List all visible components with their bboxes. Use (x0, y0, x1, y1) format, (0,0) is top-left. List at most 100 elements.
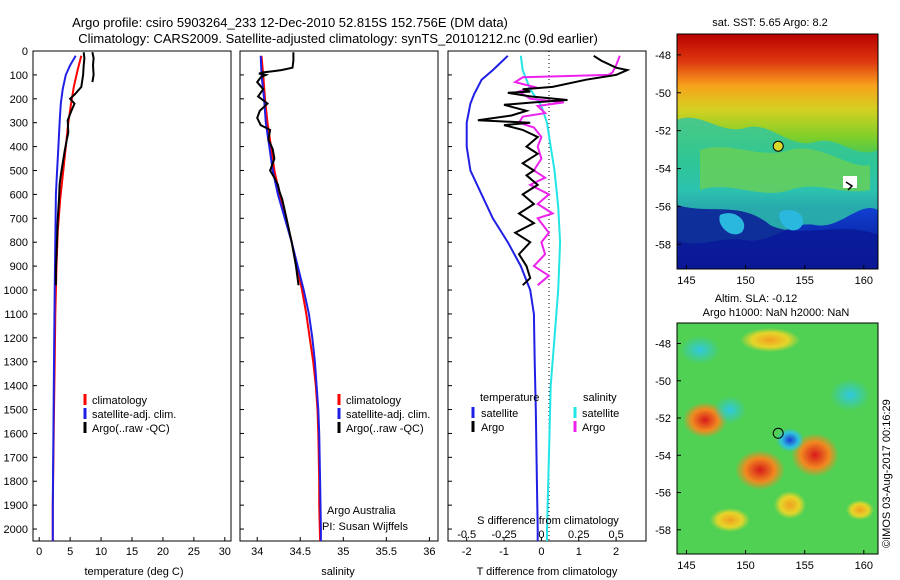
lon-tick-label: 150 (736, 275, 754, 287)
sla-map-subtitle: Argo h1000: NaN h2000: NaN (703, 307, 850, 319)
series-line-t-argo (477, 54, 631, 286)
s-tick-label: -0.25 (491, 529, 516, 541)
sla-map-panel: Altim. SLA: -0.12 Argo h1000: NaN h2000:… (655, 293, 893, 572)
depth-tick-label: 600 (10, 189, 28, 201)
header-title-line1: Argo profile: csiro 5903264_233 12-Dec-2… (72, 15, 508, 30)
series-line-climatology (260, 55, 322, 542)
lon-tick-label: 145 (677, 275, 695, 287)
depth-tick-label: 1700 (4, 452, 28, 464)
series-line-climatology (51, 55, 83, 541)
temperature-series (51, 52, 95, 541)
x-tick-label: 25 (188, 546, 200, 558)
sla-map-axes: 145 150 155 160 -48 -50 -52 -54 -56 -58 (655, 338, 873, 572)
temperature-panel: 0100200300400500600700800900100011001200… (4, 46, 232, 578)
legend-label: satellite-adj. clim. (346, 409, 430, 421)
lon-tick-label: 145 (677, 560, 695, 572)
sst-map-axes: 145 150 155 160 -48 -50 -52 -54 -56 -58 (655, 50, 873, 287)
lat-tick-label: -52 (655, 126, 671, 138)
salinity-plot-frame (239, 50, 439, 542)
temperature-legend: climatology satellite-adj. clim. Argo(..ra… (83, 394, 176, 435)
difference-legend: temperature salinity satellite Argo satellit… (471, 392, 619, 434)
argo-location-marker-sla (772, 427, 784, 439)
x-tick-label: -2 (462, 546, 472, 558)
legend-label: Argo(..raw -QC) (346, 423, 424, 435)
lat-tick-label: -54 (655, 164, 671, 176)
legend-label: climatology (346, 395, 402, 407)
lon-tick-label: 150 (736, 560, 754, 572)
depth-tick-label: 1300 (4, 357, 28, 369)
series-line-argo-raw-qc- (255, 52, 300, 286)
depth-tick-label: 1500 (4, 405, 28, 417)
temperature-plot-frame (32, 50, 232, 542)
x-tick-label: 36 (423, 546, 435, 558)
argo-australia-note: Argo Australia (327, 505, 396, 517)
series-line-argo-raw-qc- (54, 52, 86, 286)
s-tick-label: 0.25 (568, 529, 589, 541)
x-tick-label: 0 (36, 546, 42, 558)
lat-tick-label: -58 (655, 239, 671, 251)
depth-tick-label: 500 (10, 166, 28, 178)
depth-tick-label: 400 (10, 142, 28, 154)
depth-tick-label: 0 (22, 46, 28, 58)
x-tick-label: 5 (67, 546, 73, 558)
imos-timestamp: ©IMOS 03-Aug-2017 00:16:29 (881, 399, 893, 548)
series-line-s-argo (512, 55, 621, 286)
legend-label: Argo (582, 422, 605, 434)
x-tick-label: 34.5 (290, 546, 311, 558)
s-tick-label: 0 (538, 529, 544, 541)
lat-tick-label: -50 (655, 88, 671, 100)
temperature-axis: 0 5 10 15 20 25 30 (36, 537, 231, 558)
temperature-axis-label: temperature (deg C) (84, 566, 183, 578)
x-tick-label: 15 (126, 546, 138, 558)
t-difference-axis: -2 -1 0 1 2 (448, 50, 619, 558)
salinity-axis-label: salinity (321, 566, 355, 578)
series-line-t-satellite (465, 55, 539, 541)
x-tick-label: 10 (95, 546, 107, 558)
x-tick-label: -1 (499, 546, 509, 558)
s-tick-label: 0.5 (608, 529, 623, 541)
lat-tick-label: -48 (655, 50, 671, 62)
pi-note: PI: Susan Wijffels (322, 521, 408, 533)
x-tick-label: 35 (337, 546, 349, 558)
s-difference-axis-label: S difference from climatology (477, 515, 619, 527)
legend-label: Argo (481, 422, 504, 434)
salinity-series (255, 52, 322, 542)
s-tick-label: -0.5 (457, 529, 476, 541)
x-tick-label: 35.5 (376, 546, 397, 558)
depth-tick-label: 1900 (4, 500, 28, 512)
x-tick-label: 1 (576, 546, 582, 558)
lat-tick-label: -50 (655, 376, 671, 388)
x-tick-label: 2 (613, 546, 619, 558)
legend-label: satellite-adj. clim. (92, 409, 176, 421)
lat-tick-label: -56 (655, 488, 671, 500)
sst-map-panel: sat. SST: 5.65 Argo: 8.2 145 150 155 160 -48… (655, 17, 879, 287)
depth-tick-label: 2000 (4, 524, 28, 536)
sla-map-title: Altim. SLA: -0.12 (715, 293, 798, 305)
lat-tick-label: -52 (655, 413, 671, 425)
series-line-s-satellite (519, 55, 562, 541)
sla-map-frame (676, 322, 879, 555)
difference-series (465, 54, 631, 541)
x-tick-label: 20 (157, 546, 169, 558)
s-difference-axis: -0.5 -0.25 0 0.25 0.5 (457, 529, 624, 541)
lat-tick-label: -48 (655, 338, 671, 350)
depth-tick-label: 200 (10, 94, 28, 106)
lon-tick-label: 160 (855, 560, 873, 572)
difference-panel: -2 -1 0 1 2 -0.5 -0.25 0 0.25 0.5 temperature sal… (447, 50, 647, 578)
t-difference-axis-label: T difference from climatology (477, 566, 618, 578)
x-tick-label: 30 (219, 546, 231, 558)
header-title-line2: Climatology: CARS2009. Satellite-adjuste… (78, 31, 598, 46)
depth-tick-label: 300 (10, 118, 28, 130)
x-tick-label: 34 (251, 546, 263, 558)
depth-axis: 0 100 200 300 400 500 600 700 800 900 1000 1100 1200… (4, 46, 37, 536)
depth-tick-label: 100 (10, 70, 28, 82)
depth-tick-label: 1400 (4, 381, 28, 393)
depth-tick-label: 700 (10, 213, 28, 225)
salinity-legend: climatology satellite-adj. clim. Argo(..ra… (337, 394, 430, 435)
argo-location-marker (772, 140, 784, 152)
lat-tick-label: -56 (655, 201, 671, 213)
salinity-panel: 34 34.5 35 35.5 36 climatology satellite-adj.… (239, 50, 439, 578)
x-tick-label: 0 (538, 546, 544, 558)
sst-map-title: sat. SST: 5.65 Argo: 8.2 (712, 17, 828, 29)
lat-tick-label: -58 (655, 525, 671, 537)
